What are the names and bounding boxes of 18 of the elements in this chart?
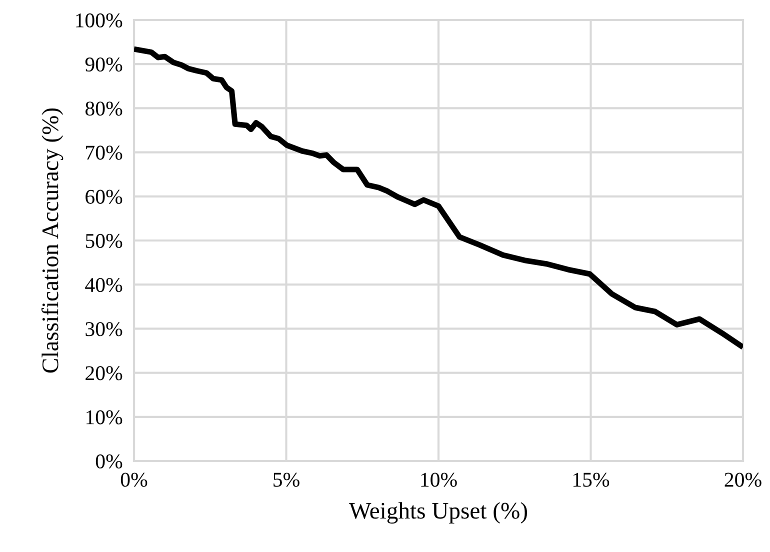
y-axis-title: Classification Accuracy (%) [41, 108, 64, 373]
x-axis-title: Weights Upset (%) [348, 502, 527, 524]
x-tick-label: 15% [573, 472, 610, 487]
x-tick-label: 0% [120, 472, 148, 487]
y-tick-label: 90% [85, 57, 122, 72]
x-tick-label: 10% [421, 472, 457, 487]
y-tick-label: 50% [86, 234, 122, 248]
y-tick-label: 30% [86, 322, 122, 336]
y-tick-label: 80% [85, 102, 122, 116]
y-tick-label: 40% [85, 278, 122, 292]
y-tick-label: 10% [86, 410, 122, 424]
y-tick-label: 100% [76, 13, 122, 28]
y-tick-label: 60% [86, 190, 122, 204]
y-tick-label: 0% [96, 454, 122, 468]
x-tick-label: 20% [724, 472, 762, 487]
x-tick-label: 5% [274, 472, 300, 487]
y-tick-label: 20% [86, 366, 122, 380]
y-tick-label: 70% [86, 146, 122, 160]
